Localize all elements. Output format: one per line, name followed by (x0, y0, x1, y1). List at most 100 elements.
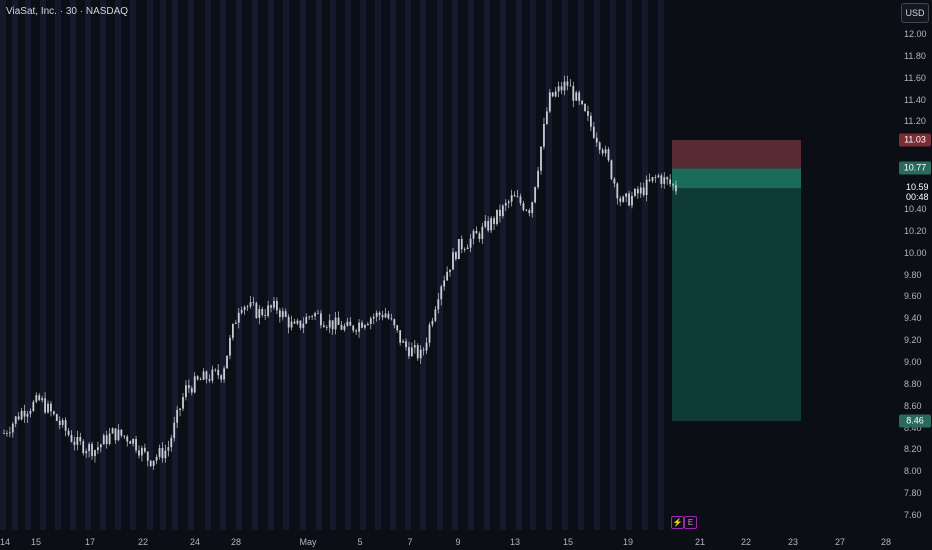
candle-body (581, 100, 583, 104)
candle-body (361, 322, 363, 328)
candle-body (182, 397, 184, 409)
candle-body (554, 91, 557, 97)
candle-body (457, 239, 460, 260)
y-tick-label: 9.00 (904, 356, 922, 367)
candle-body (320, 313, 322, 326)
candle-body (176, 409, 179, 423)
earnings-icon[interactable]: E (684, 516, 697, 529)
x-tick-label: 28 (230, 537, 242, 547)
session-band (405, 0, 411, 530)
candle-body (631, 195, 633, 206)
candle-body (94, 450, 96, 457)
candle-body (408, 347, 410, 357)
candle-body (507, 201, 510, 203)
session-band (658, 0, 664, 530)
candle-body (102, 435, 105, 445)
session-band (220, 0, 226, 530)
candle-body (302, 323, 305, 328)
y-tick-label: 11.40 (904, 94, 926, 105)
candle-body (305, 316, 308, 324)
candle-body (217, 369, 220, 376)
x-tick-label: 15 (562, 537, 574, 547)
candle-body (20, 410, 23, 420)
candle-body (73, 441, 76, 445)
candle-body (372, 316, 375, 319)
candle-body (669, 179, 672, 185)
candle-body (208, 379, 211, 381)
last-price-label: 10.59 00:48 (906, 182, 929, 202)
candle-body (281, 311, 284, 318)
candle-body (47, 403, 49, 413)
candle-body (284, 311, 287, 317)
candle-body (223, 368, 225, 380)
candle-body (537, 170, 539, 188)
candle-body (399, 330, 402, 343)
candle-body (91, 444, 93, 457)
candle-body (229, 337, 231, 356)
candle-body (214, 369, 217, 371)
candle-body (252, 302, 255, 304)
candle-body (475, 230, 478, 234)
candle-body (152, 460, 155, 466)
candle-body (493, 218, 495, 224)
candle-body (396, 325, 399, 331)
candle-body (487, 220, 490, 231)
candle-body (366, 323, 369, 326)
x-tick-label: 23 (787, 537, 799, 547)
y-tick-label: 8.00 (904, 466, 922, 477)
candle-body (97, 447, 99, 451)
candle-body (592, 126, 595, 138)
session-band (468, 0, 474, 530)
candle-body (545, 111, 548, 124)
candle-body (61, 420, 64, 425)
candle-body (369, 318, 372, 324)
candle-body (499, 209, 501, 216)
candle-body (334, 317, 337, 330)
candle-body (463, 248, 466, 250)
candle-body (548, 92, 551, 112)
candle-body (220, 375, 223, 380)
session-band (283, 0, 289, 530)
candle-body (528, 210, 531, 214)
candle-body (490, 218, 493, 231)
session-band (100, 0, 106, 530)
session-band (0, 0, 6, 530)
candle-body (276, 300, 278, 311)
candle-body (663, 177, 666, 184)
candle-body (393, 319, 396, 326)
y-tick-label: 8.20 (904, 444, 922, 455)
candle-body (587, 111, 589, 116)
candle-body (311, 316, 314, 318)
candle-body (405, 341, 407, 348)
session-band (115, 0, 121, 530)
candle-body (349, 321, 352, 326)
candle-body (6, 433, 8, 434)
candle-body (642, 187, 645, 196)
candle-body (364, 325, 366, 328)
currency-button[interactable]: USD (901, 3, 929, 23)
lightning-icon[interactable]: ⚡ (671, 516, 684, 529)
session-band (546, 0, 552, 530)
x-tick-label: May (299, 537, 317, 547)
candle-body (422, 349, 425, 351)
y-tick-label: 9.80 (904, 269, 922, 280)
candle-body (143, 447, 146, 452)
candle-body (504, 202, 507, 206)
y-tick-label: 10.00 (904, 247, 927, 258)
candle-body (460, 239, 463, 250)
candle-body (402, 341, 404, 343)
candle-body (516, 196, 519, 198)
session-band (188, 0, 194, 530)
candle-body (44, 398, 46, 413)
session-band (345, 0, 351, 530)
session-band (12, 0, 18, 530)
candle-body (525, 209, 528, 211)
candle-body (187, 385, 190, 389)
y-tick-label: 7.80 (904, 488, 922, 499)
candle-body (622, 196, 625, 202)
candle-body (607, 149, 610, 161)
candle-body (446, 271, 449, 281)
candle-body (619, 198, 622, 202)
x-tick-label: 28 (880, 537, 892, 547)
